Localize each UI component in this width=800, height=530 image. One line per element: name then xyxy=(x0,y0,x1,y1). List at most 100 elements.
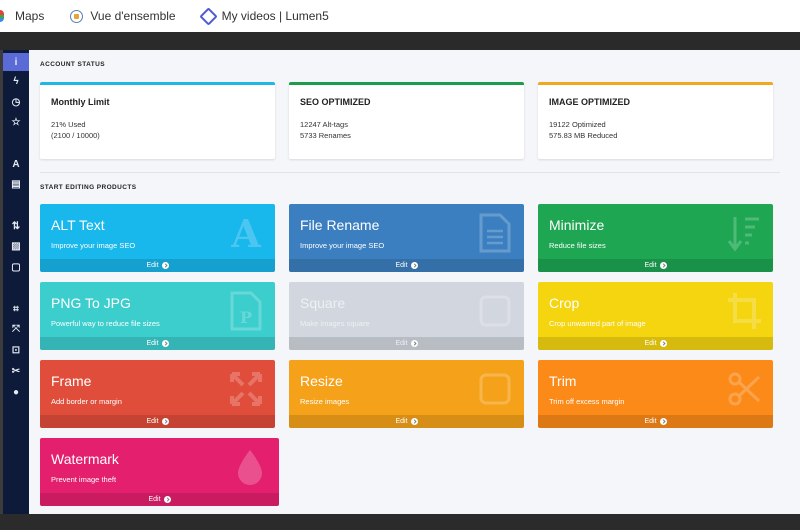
tile-frame[interactable]: Frame Add border or margin Edit xyxy=(40,360,275,428)
tile-title: Frame xyxy=(51,373,92,389)
tile-description: Prevent image theft xyxy=(51,475,117,484)
arrow-circle-right-icon xyxy=(161,262,169,269)
arrow-circle-right-icon xyxy=(659,418,667,425)
sidebar-item-star[interactable]: ☆ xyxy=(3,113,29,131)
stat-card-accent xyxy=(40,82,275,85)
tile-png-to-jpg[interactable]: P PNG To JPG Powerful way to reduce file s… xyxy=(40,282,275,350)
globe-icon xyxy=(70,9,84,23)
edit-button[interactable]: Edit xyxy=(40,415,275,428)
stat-card-accent xyxy=(289,82,524,85)
edit-label: Edit xyxy=(148,496,161,503)
sidebar-item-tint[interactable]: ● xyxy=(3,383,29,401)
sidebar-item-sort[interactable]: ⇅ xyxy=(3,217,29,235)
file-text-icon xyxy=(478,213,512,253)
file-image-icon: P xyxy=(229,291,263,331)
lumen5-icon xyxy=(198,6,218,26)
tile-description: Crop unwanted part of image xyxy=(549,319,646,328)
stat-card-line: 575.83 MB Reduced xyxy=(549,131,618,140)
edit-button[interactable]: Edit xyxy=(538,337,773,350)
sidebar-item-font[interactable]: A xyxy=(3,155,29,173)
square-icon xyxy=(478,291,512,331)
arrow-circle-right-icon xyxy=(161,340,169,347)
account-status-title: ACCOUNT STATUS xyxy=(40,61,105,68)
bookmark-maps[interactable]: Maps xyxy=(0,9,44,23)
arrow-circle-right-icon xyxy=(163,496,171,503)
bookmark-vue-ensemble[interactable]: Vue d'ensemble xyxy=(70,9,176,23)
sidebar-item-clock[interactable]: ◷ xyxy=(3,93,29,111)
tile-description: Resize images xyxy=(300,397,350,406)
edit-label: Edit xyxy=(395,340,408,347)
sidebar-item-file-image[interactable]: ▨ xyxy=(3,237,29,255)
sidebar-item-scissors[interactable]: ✂ xyxy=(3,362,29,380)
arrow-circle-right-icon xyxy=(161,418,169,425)
scissors-icon xyxy=(727,369,761,409)
edit-button[interactable]: Edit xyxy=(289,415,524,428)
info-icon: i xyxy=(14,56,18,68)
edit-label: Edit xyxy=(395,262,408,269)
tile-file-rename[interactable]: File Rename Improve your image SEO Edit xyxy=(289,204,524,272)
edit-label: Edit xyxy=(395,418,408,425)
edit-label: Edit xyxy=(146,418,159,425)
tile-alt-text[interactable]: A ALT Text Improve your image SEO Edit xyxy=(40,204,275,272)
font-icon: A xyxy=(12,158,20,170)
section-divider xyxy=(40,172,780,173)
stat-card-image-optimized: IMAGE OPTIMIZED 19122 Optimized 575.83 M… xyxy=(538,82,773,159)
tile-title: File Rename xyxy=(300,217,380,233)
edit-label: Edit xyxy=(146,262,159,269)
tile-resize[interactable]: Resize Resize images Edit xyxy=(289,360,524,428)
tile-title: PNG To JPG xyxy=(51,295,131,311)
maps-icon xyxy=(0,9,8,23)
sidebar-item-lightning[interactable]: ϟ xyxy=(3,72,29,90)
edit-button[interactable]: Edit xyxy=(40,259,275,272)
tile-description: Powerful way to reduce file sizes xyxy=(51,319,160,328)
tile-square[interactable]: Square Make images square Edit xyxy=(289,282,524,350)
stat-card-title: SEO OPTIMIZED xyxy=(300,97,371,107)
edit-button[interactable]: Edit xyxy=(40,493,279,506)
svg-text:P: P xyxy=(240,308,252,327)
sort-icon xyxy=(727,213,761,253)
sidebar-item-file-text[interactable]: ▤ xyxy=(3,175,29,193)
stat-card-title: IMAGE OPTIMIZED xyxy=(549,97,630,107)
sidebar-item-expand[interactable]: ⤧ xyxy=(3,320,29,338)
edit-button[interactable]: Edit xyxy=(40,337,275,350)
stat-card-accent xyxy=(538,82,773,85)
bookmark-label: Vue d'ensemble xyxy=(90,9,176,23)
bookmark-label: Maps xyxy=(15,9,45,23)
tile-description: Make images square xyxy=(300,319,370,328)
edit-button[interactable]: Edit xyxy=(289,259,524,272)
sort-icon: ⇅ xyxy=(11,220,21,232)
tile-title: Resize xyxy=(300,373,343,389)
stat-card-seo-optimized: SEO OPTIMIZED 12247 Alt-tags 5733 Rename… xyxy=(289,82,524,159)
edit-label: Edit xyxy=(644,340,657,347)
tile-description: Reduce file sizes xyxy=(549,241,606,250)
sidebar-item-square[interactable]: ▢ xyxy=(3,258,29,276)
stat-card-title: Monthly Limit xyxy=(51,97,110,107)
edit-button[interactable]: Edit xyxy=(289,337,524,350)
tile-crop[interactable]: Crop Crop unwanted part of image Edit xyxy=(538,282,773,350)
edit-button[interactable]: Edit xyxy=(538,415,773,428)
start-editing-title: START EDITING PRODUCTS xyxy=(40,184,137,191)
stat-card-line: 21% Used xyxy=(51,120,86,129)
edit-label: Edit xyxy=(146,340,159,347)
tile-minimize[interactable]: Minimize Reduce file sizes Edit xyxy=(538,204,773,272)
tint-icon: ● xyxy=(12,386,20,398)
bookmark-lumen5[interactable]: My videos | Lumen5 xyxy=(198,6,329,26)
file-text-icon: ▤ xyxy=(11,178,21,190)
tile-title: Watermark xyxy=(51,451,119,467)
expand-icon xyxy=(229,369,263,409)
expand-icon: ⤧ xyxy=(12,323,20,335)
tint-icon xyxy=(233,447,267,487)
tile-watermark[interactable]: Watermark Prevent image theft Edit xyxy=(40,438,279,506)
sidebar: i ϟ ◷ ☆ A ▤ ⇅ ▨ ▢ ⌗ ⤧ ⊡ ✂ ● xyxy=(0,50,29,514)
edit-button[interactable]: Edit xyxy=(538,259,773,272)
square-icon: ▢ xyxy=(11,261,21,273)
sidebar-item-crop[interactable]: ⌗ xyxy=(3,300,29,318)
arrow-circle-right-icon xyxy=(410,418,418,425)
clock-icon: ◷ xyxy=(11,96,21,108)
font-icon: A xyxy=(229,211,263,256)
crop-icon xyxy=(727,291,761,331)
sidebar-item-frame[interactable]: ⊡ xyxy=(3,341,29,359)
tile-title: Crop xyxy=(549,295,580,311)
sidebar-item-info[interactable]: i xyxy=(3,53,29,71)
tile-trim[interactable]: Trim Trim off excess margin Edit xyxy=(538,360,773,428)
